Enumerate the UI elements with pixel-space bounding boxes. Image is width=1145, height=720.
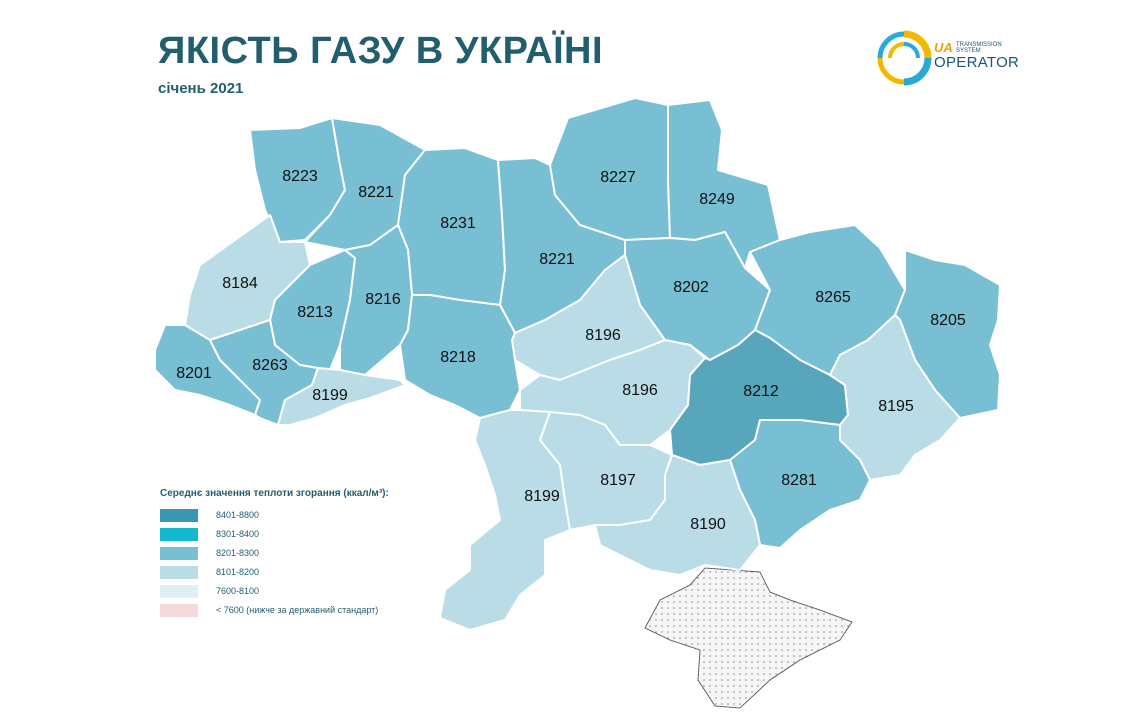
legend-item: < 7600 (нижче за державний стандарт) — [160, 602, 389, 621]
legend-swatch — [160, 509, 198, 522]
region-value-label: 8212 — [743, 383, 779, 400]
region-value-label: 8265 — [815, 289, 851, 306]
region-value-label: 8197 — [600, 472, 636, 489]
logo-emblem-icon — [877, 30, 932, 86]
legend-swatch — [160, 528, 198, 541]
region-value-label: 8281 — [781, 472, 817, 489]
page-subtitle: січень 2021 — [158, 80, 244, 97]
legend-item: 8301-8400 — [160, 526, 389, 545]
region-value-label: 8201 — [176, 365, 212, 382]
region-vinnytsia — [399, 294, 521, 419]
region-value-label: 8231 — [440, 215, 476, 232]
region-value-label: 8221 — [539, 251, 575, 268]
logo-operator-text: OPERATOR — [934, 54, 1020, 71]
region-value-label: 8213 — [297, 304, 333, 321]
region-chernivtsi — [277, 367, 406, 426]
region-value-label: 8218 — [440, 349, 476, 366]
legend-swatch — [160, 547, 198, 560]
region-value-label: 8196 — [585, 327, 621, 344]
company-logo: UA TRANSMISSION SYSTEM OPERATOR — [876, 30, 1020, 86]
region-value-label: 8202 — [673, 279, 709, 296]
region-kherson — [594, 454, 761, 576]
region-value-label: 8249 — [699, 191, 735, 208]
legend-label: 8301-8400 — [216, 529, 260, 539]
region-value-label: 8199 — [524, 488, 560, 505]
legend-item: 7600-8100 — [160, 583, 389, 602]
legend-label: < 7600 (нижче за державний стандарт) — [216, 605, 379, 615]
logo-ua-text: UA — [934, 40, 953, 55]
legend-item: 8201-8300 — [160, 545, 389, 564]
legend-item: 8101-8200 — [160, 564, 389, 583]
region-value-label: 8205 — [930, 312, 966, 329]
legend-title: Середнє значення теплоти згорання (ккал/… — [160, 488, 389, 499]
region-value-label: 8195 — [878, 398, 914, 415]
region-value-label: 8227 — [600, 169, 636, 186]
region-value-label: 8216 — [365, 291, 401, 308]
legend-label: 8101-8200 — [216, 567, 260, 577]
region-value-label: 8221 — [358, 184, 394, 201]
legend-label: 7600-8100 — [216, 586, 260, 596]
region-value-label: 8196 — [622, 382, 658, 399]
region-value-label: 8184 — [222, 275, 258, 292]
region-donetsk — [829, 314, 961, 481]
legend-swatch — [160, 604, 198, 617]
legend-label: 8401-8800 — [216, 510, 260, 520]
page-title: ЯКІСТЬ ГАЗУ В УКРАЇНІ — [158, 30, 604, 72]
region-value-label: 8263 — [252, 357, 288, 374]
legend-label: 8201-8300 — [216, 548, 260, 558]
legend-swatch — [160, 566, 198, 579]
map-legend: Середнє значення теплоти згорання (ккал/… — [160, 488, 389, 621]
legend-swatch — [160, 585, 198, 598]
region-value-label: 8223 — [282, 168, 318, 185]
region-value-label: 8199 — [312, 387, 348, 404]
region-value-label: 8190 — [690, 516, 726, 533]
logo-small-text: TRANSMISSION SYSTEM — [956, 42, 1002, 54]
legend-item: 8401-8800 — [160, 507, 389, 526]
